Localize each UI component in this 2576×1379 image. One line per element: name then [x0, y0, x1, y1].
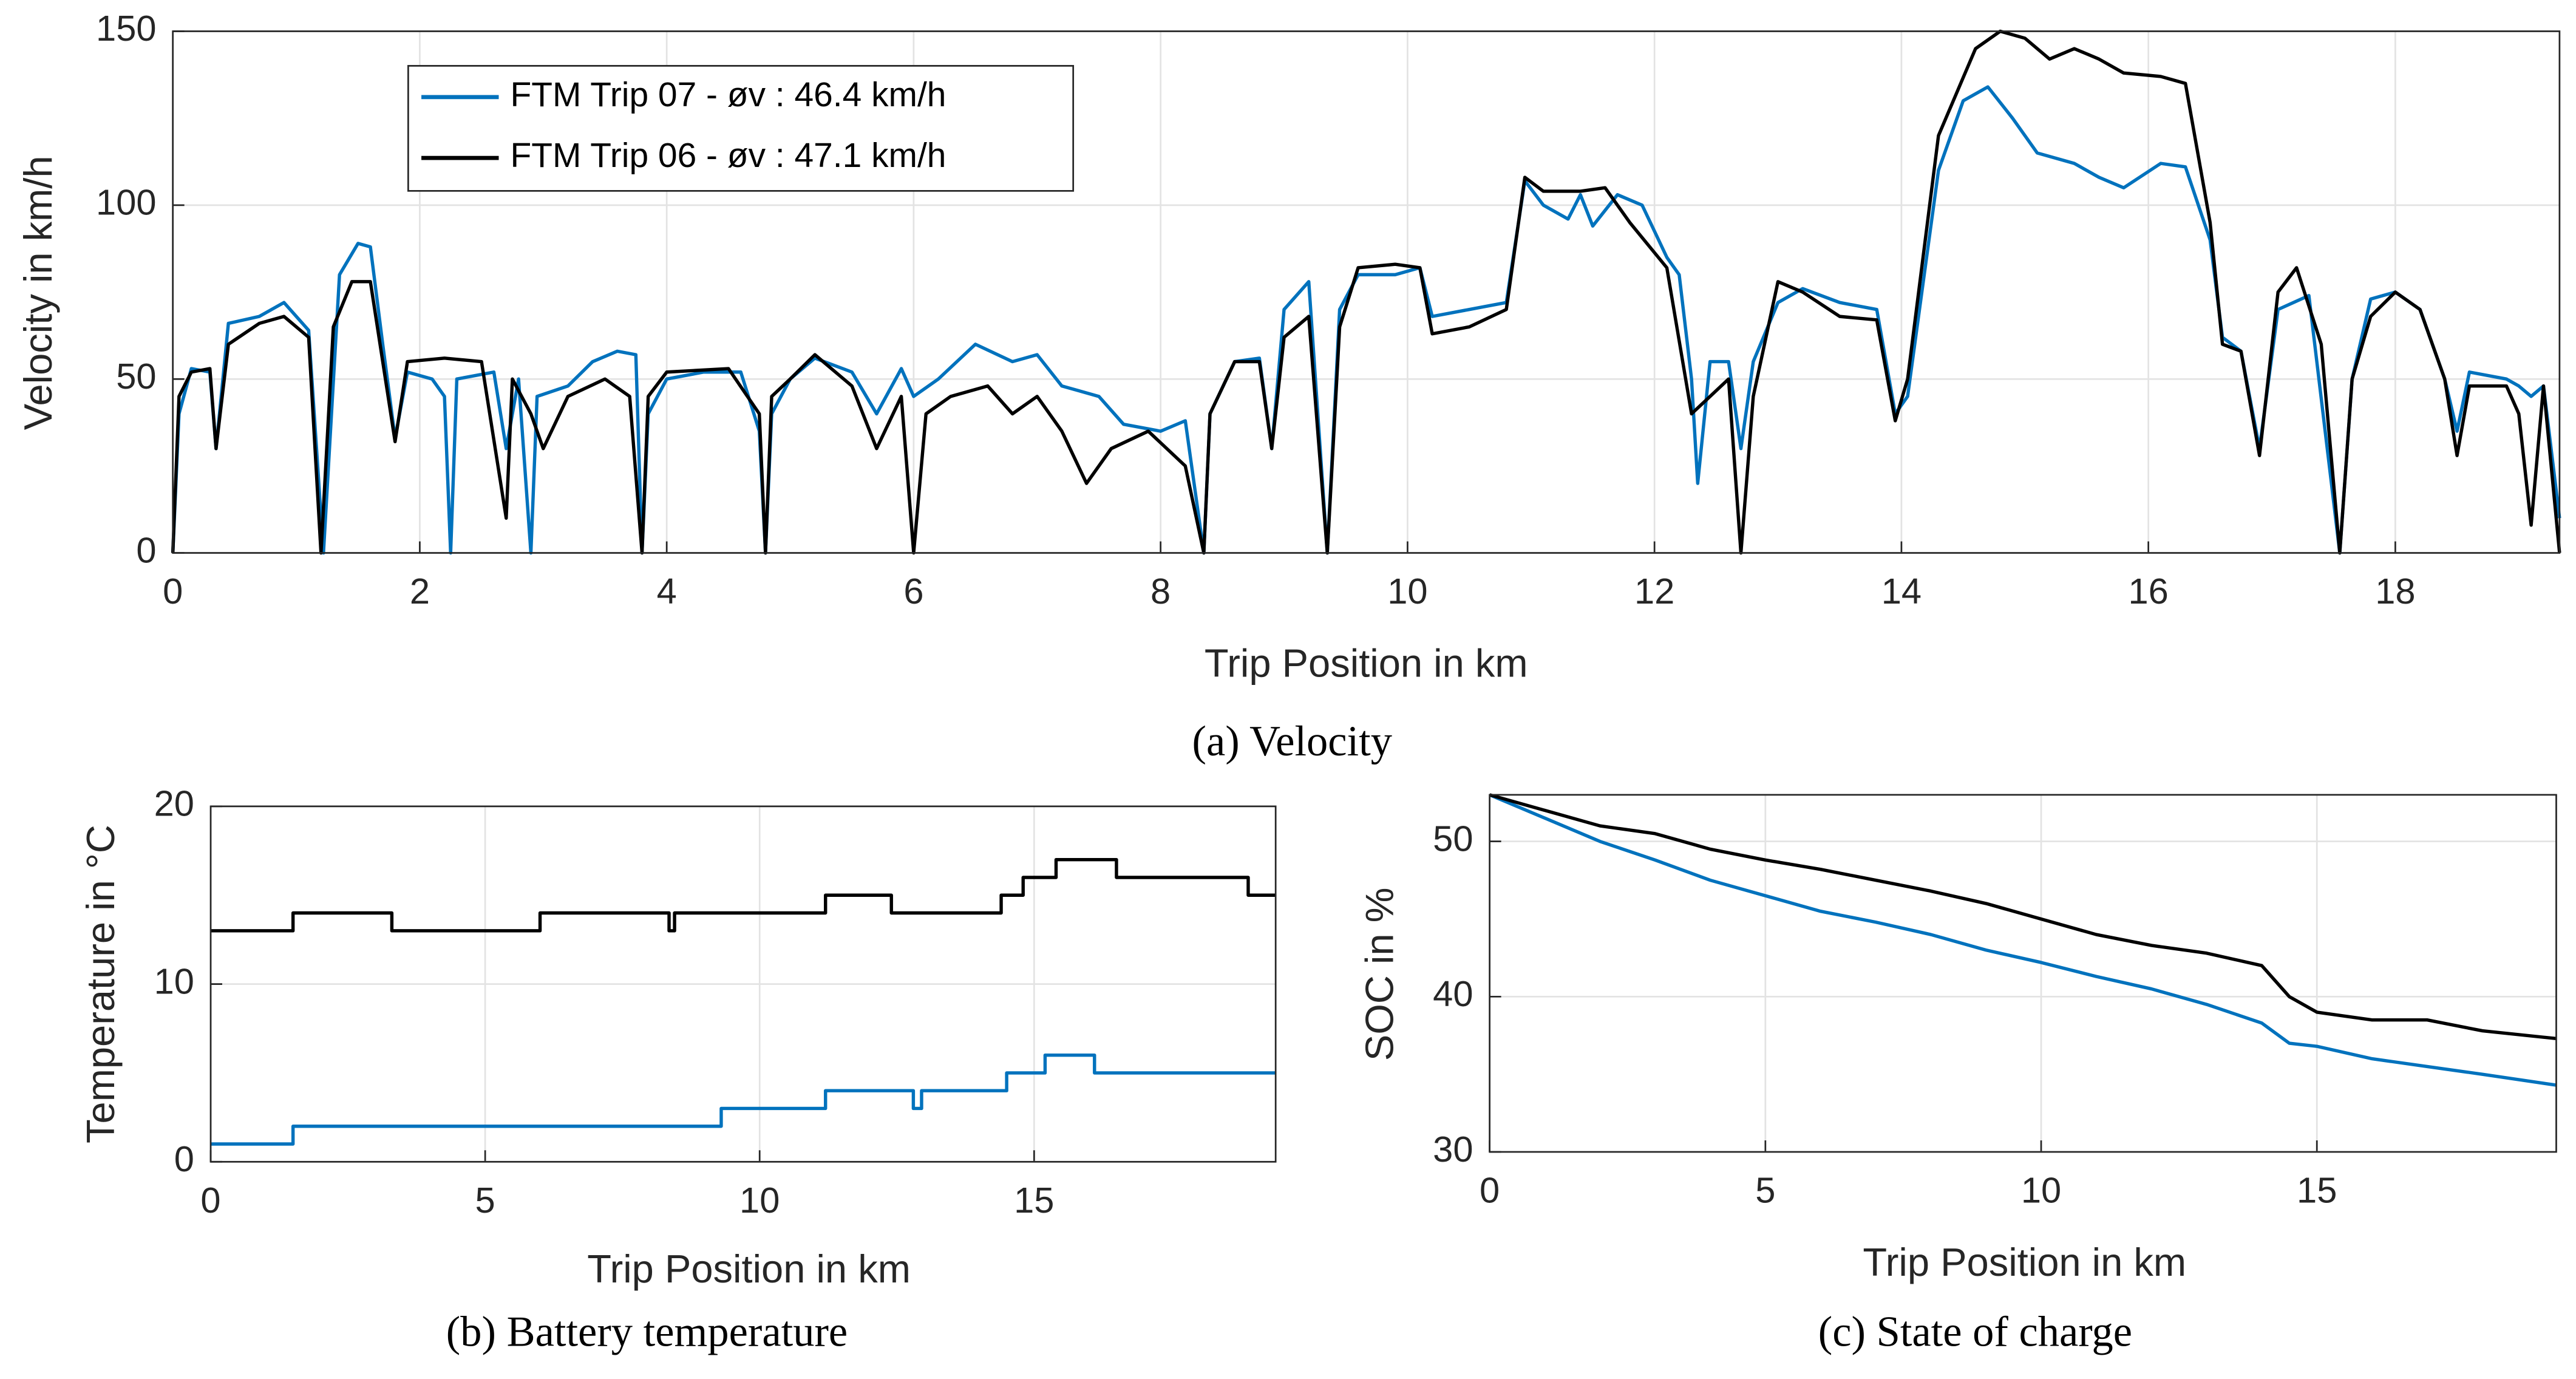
y-tick-label: 40	[1433, 973, 1473, 1014]
x-tick-label: 10	[739, 1180, 780, 1221]
x-tick-label: 16	[2128, 571, 2168, 611]
y-tick-label: 30	[1433, 1129, 1473, 1170]
x-tick-label: 14	[1881, 571, 1922, 611]
x-tick-label: 10	[2021, 1170, 2061, 1211]
y-tick-label: 50	[116, 356, 156, 397]
y-tick-label: 0	[174, 1139, 194, 1179]
data-line	[1489, 793, 2557, 1041]
y-tick-label: 20	[154, 783, 194, 824]
y-axis-label: SOC in %	[1358, 888, 1402, 1061]
data-line	[211, 1053, 1276, 1146]
legend-box	[407, 65, 1075, 192]
x-axis-label: Trip Position in km	[1205, 641, 1528, 686]
axes-frame	[1489, 794, 2557, 1153]
x-tick-label: 5	[1755, 1170, 1775, 1211]
x-tick-label: 15	[1014, 1180, 1054, 1221]
x-tick-label: 5	[475, 1180, 495, 1221]
caption: (a) Velocity	[1192, 718, 1392, 765]
caption: (b) Battery temperature	[446, 1309, 848, 1356]
x-axis-label: Trip Position in km	[1863, 1240, 2186, 1284]
data-line	[1489, 793, 2557, 1087]
caption: (c) State of charge	[1818, 1309, 2132, 1356]
x-axis-label: Trip Position in km	[587, 1247, 911, 1291]
x-tick-label: 12	[1634, 571, 1674, 611]
plot-area	[1489, 794, 2557, 1153]
y-axis-label: Temperature in °C	[78, 825, 123, 1143]
y-axis-label: Velocity in km/h	[16, 155, 60, 430]
axes-frame	[172, 30, 2561, 554]
x-tick-label: 15	[2297, 1170, 2337, 1211]
axes-frame	[209, 805, 1277, 1163]
x-tick-label: 6	[903, 571, 923, 611]
x-tick-label: 0	[1480, 1170, 1500, 1211]
legend-label: FTM Trip 07 - øv : 46.4 km/h	[510, 75, 946, 114]
x-tick-label: 0	[200, 1180, 220, 1221]
y-tick-label: 100	[96, 182, 157, 223]
x-tick-label: 4	[657, 571, 677, 611]
x-tick-label: 10	[1387, 571, 1427, 611]
x-tick-label: 8	[1150, 571, 1171, 611]
legend-label: FTM Trip 06 - øv : 47.1 km/h	[510, 136, 946, 175]
y-tick-label: 50	[1433, 818, 1473, 859]
y-tick-label: 150	[96, 8, 157, 49]
y-tick-label: 0	[136, 529, 156, 570]
data-line	[171, 85, 2561, 555]
x-tick-label: 18	[2375, 571, 2415, 611]
x-tick-label: 0	[163, 571, 183, 611]
y-tick-label: 10	[154, 961, 194, 1001]
x-tick-label: 2	[410, 571, 430, 611]
data-line	[211, 858, 1276, 933]
data-line	[171, 29, 2561, 555]
